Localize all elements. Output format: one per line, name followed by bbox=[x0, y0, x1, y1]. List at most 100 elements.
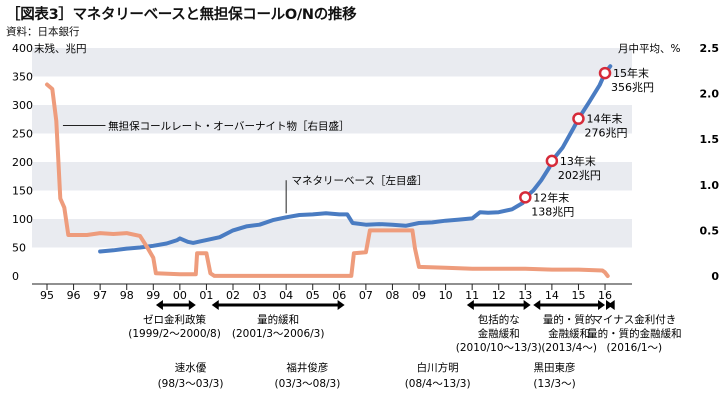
x-tick-label: 02 bbox=[226, 289, 240, 302]
year-end-marker bbox=[519, 191, 532, 204]
x-tick-label: 14 bbox=[545, 289, 559, 302]
year-end-marker bbox=[598, 66, 612, 80]
x-tick-label: 11 bbox=[465, 289, 479, 302]
policy-label: ゼロ金利政策 bbox=[143, 313, 206, 326]
left-tick-label: 150 bbox=[12, 185, 33, 198]
right-tick-label: 2.5 bbox=[700, 42, 720, 55]
x-axis-ticks: 95 96 97 98 99 00 01 02 03 04 05 06 07 08 09 10 11 12 13 14… bbox=[40, 284, 612, 302]
x-tick-label: 99 bbox=[146, 289, 160, 302]
year-end-label: 14年末 bbox=[586, 112, 622, 126]
right-axis-ticks: 0 0.5 1.0 1.5 2.0 2.5 bbox=[700, 42, 720, 283]
x-tick-label: 09 bbox=[412, 289, 426, 302]
year-end-value: 356兆円 bbox=[611, 81, 654, 94]
policy-label: (2001/3〜2006/3) bbox=[232, 328, 325, 340]
x-tick-label: 97 bbox=[93, 289, 107, 302]
policy-label: (1999/2〜2000/8) bbox=[128, 328, 221, 340]
x-tick-label: 13 bbox=[518, 289, 532, 302]
policy-arrowhead bbox=[188, 300, 196, 310]
policy-label: (2013/4〜) bbox=[541, 342, 597, 354]
year-end-value: 138兆円 bbox=[531, 205, 574, 218]
governor-name: 黒田東彦 bbox=[534, 361, 576, 374]
policy-periods: ゼロ金利政策 (1999/2〜2000/8) 量的緩和 (2001/3〜2006/3)… bbox=[128, 300, 682, 354]
x-tick-label: 06 bbox=[332, 289, 346, 302]
x-tick-label: 98 bbox=[120, 289, 134, 302]
policy-arrowhead bbox=[155, 300, 163, 310]
policy-arrowhead bbox=[211, 300, 219, 310]
governor-term: (03/3〜08/3) bbox=[274, 378, 340, 390]
policy-arrowhead bbox=[337, 300, 345, 310]
left-tick-label: 100 bbox=[12, 213, 33, 226]
left-tick-label: 400 bbox=[12, 42, 33, 55]
series-label-call-rate: 無担保コールレート・オーバーナイト物［右目盛］ bbox=[108, 120, 349, 133]
x-tick-label: 16 bbox=[598, 289, 612, 302]
x-tick-label: 15 bbox=[571, 289, 585, 302]
policy-arrowhead bbox=[598, 300, 606, 310]
left-tick-label: 350 bbox=[12, 71, 33, 84]
series-callouts: 無担保コールレート・オーバーナイト物［右目盛］ マネタリーベース［左目盛］ bbox=[62, 120, 427, 214]
right-axis-unit: 月中平均、% bbox=[618, 42, 680, 55]
policy-label: 包括的な bbox=[478, 313, 520, 326]
right-tick-label: 2.0 bbox=[700, 88, 720, 101]
x-tick-label: 05 bbox=[306, 289, 320, 302]
left-tick-label: 300 bbox=[12, 99, 33, 112]
year-end-marker bbox=[572, 112, 585, 125]
grid-band bbox=[32, 105, 632, 134]
policy-label: マイナス金利付き bbox=[592, 313, 676, 326]
x-tick-label: 95 bbox=[40, 289, 54, 302]
grid-bands bbox=[32, 48, 632, 248]
series-line bbox=[45, 82, 610, 278]
year-end-label: 12年末 bbox=[533, 190, 569, 204]
policy-label: (2016/1〜) bbox=[607, 342, 663, 354]
governor-name: 速水優 bbox=[175, 361, 207, 374]
right-tick-label: 1.5 bbox=[700, 133, 720, 146]
policy-label: 金融緩和 bbox=[478, 327, 520, 340]
policy-label: 量的・質的金融緩和 bbox=[587, 327, 682, 340]
year-end-value: 202兆円 bbox=[558, 169, 601, 182]
governor-name: 白川方明 bbox=[417, 361, 459, 374]
policy-arrowhead bbox=[523, 300, 531, 310]
x-tick-label: 10 bbox=[439, 289, 453, 302]
left-tick-label: 0 bbox=[12, 270, 19, 283]
policy-label: 金融緩和 bbox=[548, 327, 590, 340]
year-end-label: 13年末 bbox=[560, 154, 596, 168]
right-tick-label: 0 bbox=[711, 270, 719, 283]
x-tick-label: 03 bbox=[253, 289, 267, 302]
left-tick-label: 200 bbox=[12, 156, 33, 169]
series-line bbox=[98, 64, 613, 254]
policy-label: 量的緩和 bbox=[257, 313, 299, 326]
left-axis-ticks: 0 50 100 150 200 250 300 350 400 bbox=[12, 42, 33, 283]
governor-name: 福井俊彦 bbox=[286, 361, 328, 374]
chart-source: 資料：日本銀行 bbox=[6, 26, 80, 38]
governor-term: (13/3〜) bbox=[533, 378, 575, 390]
left-tick-label: 250 bbox=[12, 128, 33, 141]
policy-label: (2010/10〜13/3) bbox=[456, 342, 542, 354]
right-tick-label: 1.0 bbox=[700, 179, 720, 192]
x-tick-label: 01 bbox=[199, 289, 213, 302]
left-tick-label: 50 bbox=[12, 242, 26, 255]
x-tick-label: 12 bbox=[492, 289, 506, 302]
year-end-value: 276兆円 bbox=[584, 127, 627, 140]
x-tick-label: 07 bbox=[359, 289, 373, 302]
left-axis-unit: 末残、兆円 bbox=[34, 42, 87, 55]
series-layer bbox=[45, 64, 613, 278]
year-end-label: 15年末 bbox=[613, 66, 649, 80]
policy-arrowhead bbox=[533, 300, 541, 310]
x-tick-label: 04 bbox=[279, 289, 293, 302]
x-tick-label: 96 bbox=[67, 289, 81, 302]
series-label-monetary-base: マネタリーベース［左目盛］ bbox=[291, 174, 427, 187]
right-tick-label: 0.5 bbox=[700, 224, 720, 237]
chart-title: ［図表3］マネタリーベースと無担保コールO/Nの推移 bbox=[6, 7, 357, 23]
policy-arrowhead bbox=[606, 300, 613, 310]
governor-term: (98/3〜03/3) bbox=[158, 378, 224, 390]
boj-governors: 速水優 (98/3〜03/3) 福井俊彦 (03/3〜08/3) 白川方明 (08/4〜1… bbox=[158, 361, 576, 390]
grid-band bbox=[32, 48, 632, 77]
x-tick-label: 08 bbox=[385, 289, 399, 302]
x-tick-label: 00 bbox=[173, 289, 187, 302]
grid-band bbox=[32, 162, 632, 191]
governor-term: (08/4〜13/3) bbox=[405, 378, 471, 390]
year-end-marker bbox=[545, 154, 559, 168]
policy-arrowhead bbox=[466, 300, 474, 310]
policy-label: 量的・質的 bbox=[543, 313, 596, 326]
